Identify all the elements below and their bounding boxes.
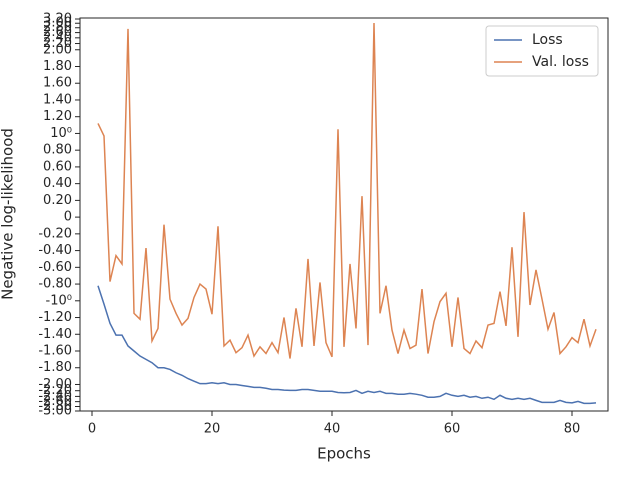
y-tick-label: -0.60 (38, 260, 72, 275)
y-tick-label: 3.20 (43, 12, 72, 27)
y-tick-label: 1.80 (43, 59, 72, 74)
legend-label: Loss (532, 32, 563, 48)
y-tick-label: 1.20 (43, 109, 72, 124)
x-tick-label: 80 (564, 422, 581, 437)
y-tick-label: -0.40 (38, 243, 72, 258)
y-tick-label: -1.40 (38, 327, 72, 342)
legend-box (485, 25, 599, 77)
y-tick-label: 2.00 (43, 42, 72, 57)
y-tick-label: 3.00 (43, 16, 72, 31)
y-tick-label: -1.80 (38, 360, 72, 375)
y-tick-label: 0.20 (43, 193, 72, 208)
y-tick-label: 1.40 (43, 92, 72, 107)
y-tick-label: -1.20 (38, 310, 72, 325)
line-series (97, 285, 597, 405)
y-tick-label: 0.40 (43, 176, 72, 191)
y-tick-label: 0.80 (43, 143, 72, 158)
y-tick-label: -2.40 (38, 389, 72, 404)
y-tick-label: -10⁰ (46, 293, 72, 308)
y-tick-label: -2.00 (38, 377, 72, 392)
axes-frame (79, 17, 609, 412)
y-tick-label: 0 (64, 210, 72, 225)
y-tick-label: -3.00 (38, 404, 72, 419)
x-tick-label: 40 (324, 422, 341, 437)
x-tick-label: 0 (88, 422, 96, 437)
line-series (97, 23, 597, 359)
y-axis-label: Negative log-likelihood (0, 128, 17, 300)
y-tick-label: 0.60 (43, 159, 72, 174)
y-tick-label: 2.20 (43, 36, 72, 51)
y-tick-label: -2.20 (38, 383, 72, 398)
y-tick-label: 2.40 (43, 30, 72, 45)
x-axis-label: Epochs (317, 445, 371, 463)
y-tick-label: -2.80 (38, 399, 72, 414)
y-tick-label: 1.60 (43, 76, 72, 91)
y-tick-label: -1.60 (38, 344, 72, 359)
y-tick-label: -2.60 (38, 394, 72, 409)
y-tick-label: 2.80 (43, 20, 72, 35)
y-tick-label: 2.60 (43, 25, 72, 40)
legend-label: Val. loss (532, 54, 589, 70)
x-tick-label: 20 (204, 422, 221, 437)
y-tick-label: -0.80 (38, 277, 72, 292)
x-tick-label: 60 (444, 422, 461, 437)
y-tick-label: -0.20 (38, 226, 72, 241)
y-tick-label: 10⁰ (50, 126, 72, 141)
